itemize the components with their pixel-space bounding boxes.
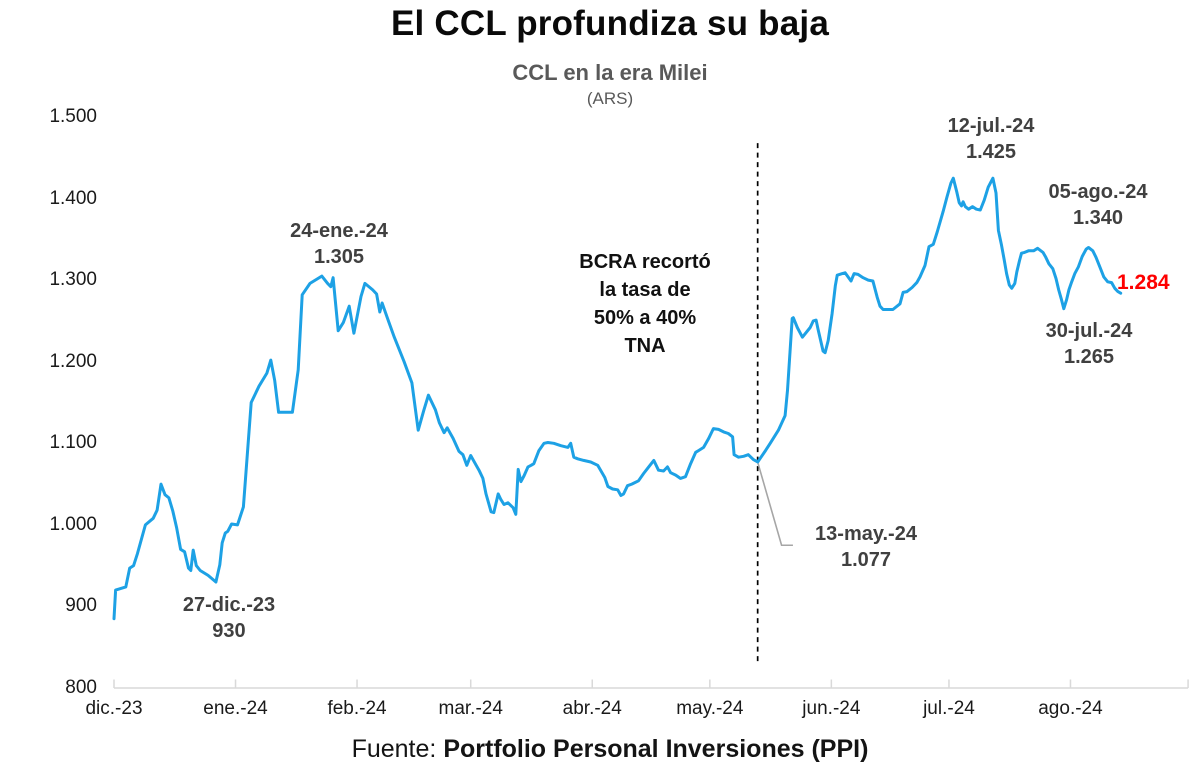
annotation-27-dic-23: 27-dic.-23 930 — [183, 592, 275, 644]
bcra-note-line: la tasa de — [599, 279, 691, 301]
bcra-note-line: 50% a 40% — [593, 307, 697, 329]
y-axis-label: 1.300 — [49, 269, 97, 291]
bcra-note-line: BCRA recortó — [579, 251, 711, 273]
y-axis-label: 1.000 — [49, 513, 97, 535]
annotation-24-ene-24: 24-ene.-24 1.305 — [290, 218, 388, 270]
annotation-bcra-note: BCRA recortó la tasa de 50% a 40% TNA — [579, 248, 711, 360]
chart-subtitle: CCL en la era Milei — [512, 60, 708, 85]
y-axis-label: 800 — [65, 677, 97, 698]
ccl-series-line — [112, 176, 1123, 621]
annotation-date: 24-ene.-24 — [290, 220, 388, 242]
x-axis-label: feb.-24 — [327, 698, 387, 719]
annotation-date: 13-may.-24 — [815, 523, 917, 545]
annotation-value: 1.340 — [1072, 207, 1124, 229]
annotation-value: 1.265 — [1063, 346, 1115, 368]
source-caption: Fuente: Portfolio Personal Inversiones (… — [352, 735, 869, 764]
x-axis-label: may.-24 — [676, 698, 744, 719]
annotation-leader-line — [756, 461, 793, 547]
y-axis-label: 1.100 — [49, 432, 97, 454]
annotation-value: 930 — [212, 620, 246, 642]
source-prefix: Fuente: — [351, 735, 444, 763]
x-axis-label: ene.-24 — [203, 698, 268, 719]
annotation-date: 12-jul.-24 — [947, 115, 1035, 137]
x-axis-label: jun.-24 — [802, 698, 861, 719]
source-name: Portfolio Personal Inversiones (PPI) — [443, 735, 869, 763]
y-axis-label: 1.200 — [49, 350, 97, 372]
bcra-note-line: TNA — [624, 335, 666, 357]
latest-value-label: 1.284 — [1117, 271, 1170, 294]
annotation-value: 1.077 — [840, 549, 892, 571]
annotation-date: 27-dic.-23 — [182, 594, 276, 616]
x-axis-label: mar.-24 — [438, 698, 503, 719]
annotation-30-jul-24: 30-jul.-24 1.265 — [1046, 318, 1133, 370]
annotation-date: 05-ago.-24 — [1048, 181, 1148, 203]
annotation-value: 1.425 — [965, 141, 1017, 163]
y-axis-label: 1.400 — [49, 187, 97, 209]
page-title: El CCL profundiza su baja — [390, 4, 830, 43]
x-axis-label: jul.-24 — [923, 698, 975, 719]
x-axis-label: ago.-24 — [1038, 698, 1103, 719]
annotation-date: 30-jul.-24 — [1045, 320, 1133, 342]
x-axis-label: dic.-23 — [85, 698, 143, 719]
annotation-value: 1.305 — [313, 246, 365, 268]
chart-unit-label: (ARS) — [586, 89, 634, 108]
annotation-12-jul-24: 12-jul.-24 1.425 — [948, 113, 1035, 165]
y-axis-label: 900 — [65, 595, 97, 617]
annotation-13-may-24: 13-may.-24 1.077 — [815, 521, 917, 573]
y-axis-label: 1.500 — [49, 106, 97, 127]
annotation-05-ago-24: 05-ago.-24 1.340 — [1049, 179, 1148, 231]
x-axis-label: abr.-24 — [562, 698, 622, 719]
